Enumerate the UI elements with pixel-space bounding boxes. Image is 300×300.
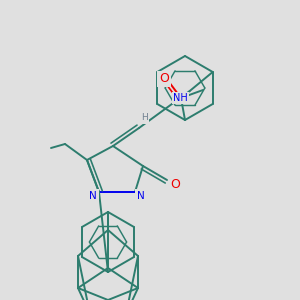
Text: N: N — [137, 191, 145, 201]
Text: H: H — [142, 113, 148, 122]
Text: NH: NH — [173, 93, 188, 103]
Text: O: O — [159, 73, 169, 85]
Text: N: N — [89, 191, 97, 201]
Text: O: O — [170, 178, 180, 190]
